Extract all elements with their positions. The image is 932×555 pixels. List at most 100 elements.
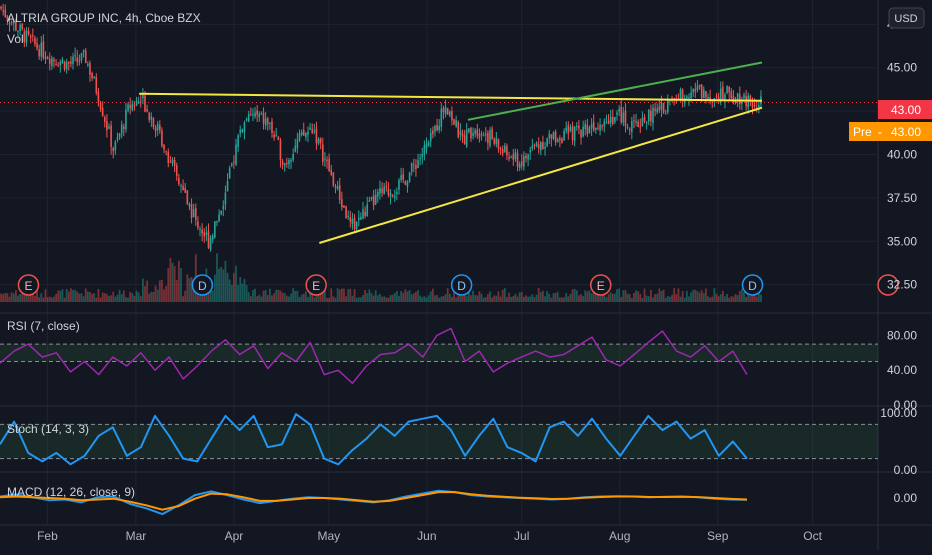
x-tick-label: Aug [609, 529, 630, 543]
dividend-marker[interactable]: D [191, 274, 214, 296]
candle-body [626, 126, 629, 129]
candle-body [436, 125, 438, 131]
volume-bar [4, 293, 7, 302]
volume-bar [169, 257, 172, 302]
earnings-marker[interactable]: E [589, 274, 612, 296]
volume-bar [453, 289, 455, 302]
volume-bar [315, 294, 318, 302]
volume-bar [97, 288, 100, 302]
candle-body [307, 131, 309, 135]
candle-body [584, 123, 587, 130]
candle-body [609, 116, 612, 123]
volume-bar [472, 290, 474, 302]
support-line[interactable] [319, 106, 763, 244]
volume-bar [300, 294, 303, 302]
volume-bar [493, 295, 496, 302]
candle-body [173, 159, 176, 166]
volume-bar [738, 291, 741, 302]
volume-bar [137, 292, 140, 302]
candle-body [48, 58, 51, 64]
volume-bar [478, 291, 481, 302]
candle-body [717, 96, 720, 101]
currency-button[interactable] [888, 7, 925, 29]
resistance-line[interactable] [467, 61, 763, 121]
volume-bar [491, 297, 494, 302]
volume-bar [639, 293, 642, 302]
volume-bar [211, 290, 214, 302]
candle-body [482, 135, 485, 137]
candle-body [656, 108, 659, 113]
volume-bar [607, 294, 610, 302]
volume-bar [571, 289, 574, 302]
volume-bar [696, 290, 699, 302]
volume-bar [542, 290, 544, 302]
volume-bar [120, 294, 123, 302]
candle-body [222, 205, 225, 210]
volume-bar [683, 297, 686, 302]
volume-bar [25, 293, 28, 302]
volume-bar [324, 289, 326, 302]
volume-bar [383, 296, 386, 302]
volume-bar [679, 296, 682, 302]
dividend-marker[interactable]: D [450, 274, 473, 296]
candle-body [442, 108, 445, 113]
volume-bar [628, 294, 631, 302]
stoch-tick-label: 100.00 [880, 406, 917, 420]
volume-bar [558, 297, 561, 302]
volume-bar [495, 295, 498, 302]
trend-lines[interactable] [139, 61, 763, 244]
volume-bar [654, 294, 657, 302]
candle-body [59, 61, 62, 66]
candle-body [137, 101, 140, 104]
candle-body [461, 133, 464, 137]
volume-bar [448, 293, 451, 302]
volume-bar [184, 290, 187, 302]
candle-body [427, 142, 430, 146]
volume-bar [525, 295, 527, 302]
candle-body [199, 228, 201, 230]
volume-bar [288, 296, 290, 302]
candle-body [489, 130, 491, 146]
x-tick-label: Jun [417, 529, 436, 543]
volume-bar [19, 293, 22, 302]
x-tick-label: Oct [803, 529, 822, 543]
volume-bar [27, 295, 30, 302]
volume-bar [127, 297, 129, 302]
earnings-marker[interactable]: E [305, 274, 327, 296]
candlesticks[interactable] [0, 3, 762, 252]
volume-bar [747, 291, 750, 302]
volume-bar [53, 296, 55, 302]
candle-body [448, 111, 451, 116]
volume-bar [228, 279, 231, 302]
volume-bar [209, 289, 212, 302]
volume-bar [110, 295, 113, 302]
candle-body [533, 144, 536, 146]
volume-bar [757, 288, 760, 302]
candle-body [366, 204, 369, 216]
volume-bar [279, 290, 282, 302]
candle-body [402, 174, 405, 180]
horizontal-line[interactable] [139, 92, 763, 102]
candle-body [590, 123, 593, 129]
volume-bar [510, 296, 513, 302]
volume-bar [57, 290, 60, 302]
candle-body [480, 133, 483, 136]
candle-body [459, 130, 462, 135]
candle-body [512, 154, 515, 160]
candle-body [667, 99, 669, 113]
candle-body [715, 95, 718, 97]
candle-body [374, 194, 377, 205]
dividend-marker[interactable]: D [741, 274, 764, 296]
candle-body [556, 139, 559, 143]
candle-body [377, 192, 379, 197]
candle-body [211, 235, 214, 240]
volume-bar [283, 293, 286, 302]
candle-body [453, 119, 455, 125]
earnings-marker[interactable]: E [17, 274, 40, 296]
volume-bar [423, 296, 426, 302]
candle-body [46, 57, 49, 60]
candle-body [391, 195, 394, 197]
volume-bar [93, 293, 96, 302]
